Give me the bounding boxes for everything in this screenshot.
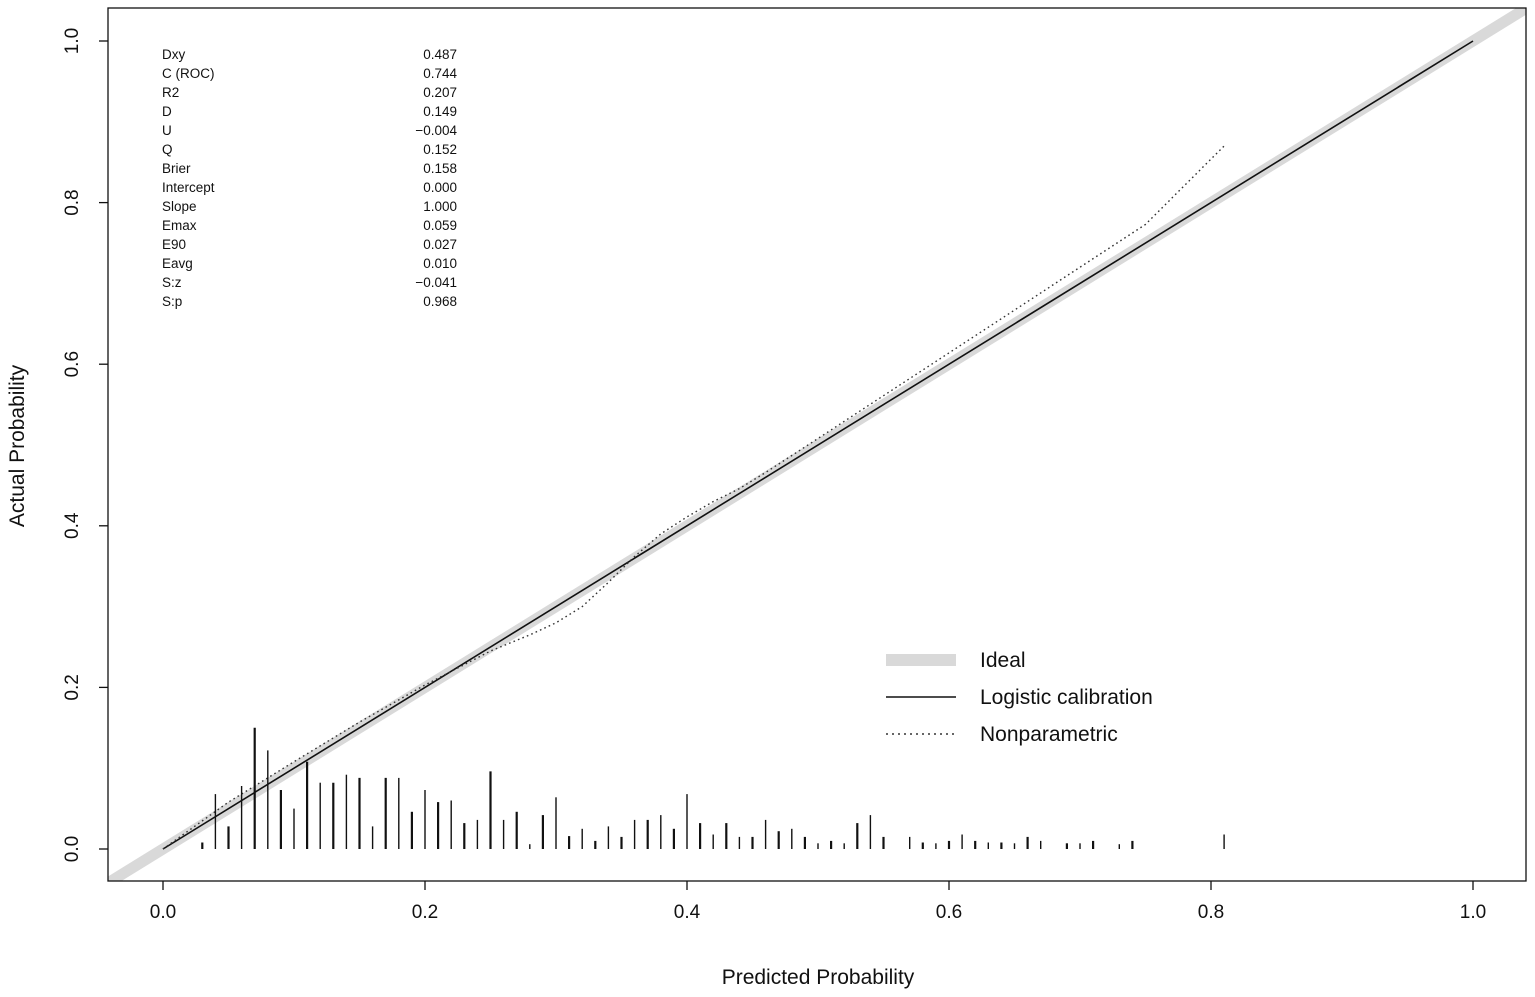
x-tick-label: 0.0 (150, 902, 176, 923)
stat-value: 0.487 (423, 47, 457, 62)
stat-value: 1.000 (423, 199, 457, 214)
series-nonparametric-line (162, 145, 1225, 850)
stat-value: 0.027 (423, 237, 457, 252)
legend: Ideal Logistic calibration Nonparametric (886, 649, 1153, 746)
stat-value: 0.207 (423, 85, 457, 100)
stat-label: S:p (162, 294, 182, 309)
stat-label: Slope (162, 199, 197, 214)
stat-value: 0.152 (423, 142, 457, 157)
series-logistic-calibration-line (162, 40, 1474, 850)
stat-value: 0.000 (423, 180, 457, 195)
stat-label: Emax (162, 218, 197, 233)
stat-value: 0.158 (423, 161, 457, 176)
series-layer (108, 8, 1526, 881)
y-tick-label: 0.6 (62, 351, 83, 377)
stat-value: 0.010 (423, 256, 457, 271)
legend-label-nonparametric: Nonparametric (980, 723, 1118, 746)
stat-label: D (162, 104, 172, 119)
x-tick-label: 1.0 (1460, 902, 1486, 923)
stat-label: Dxy (162, 47, 185, 62)
stat-label: E90 (162, 237, 186, 252)
stat-value: −0.041 (415, 275, 457, 290)
y-tick-label: 0.4 (62, 512, 83, 539)
stat-value: −0.004 (415, 123, 457, 138)
x-tick-label: 0.6 (936, 902, 962, 923)
x-tick-label: 0.8 (1198, 902, 1224, 923)
y-tick-label: 1.0 (62, 28, 83, 54)
y-tick-label: 0.0 (62, 836, 83, 862)
stats-table: Dxy 0.487 C (ROC) 0.744 R2 0.207 D 0.149 U −0.004… (162, 47, 457, 309)
stat-label: S:z (162, 275, 182, 290)
stat-label: U (162, 123, 172, 138)
rug-layer (201, 727, 1225, 849)
stat-label: Q (162, 142, 173, 157)
stat-label: Intercept (162, 180, 215, 195)
axis-layer: 0.0 0.2 0.4 0.6 0.8 1.0 0.0 0.2 0.4 0.6 0.8 1.0 (62, 28, 1486, 923)
x-axis-title: Predicted Probability (722, 966, 915, 989)
legend-label-ideal: Ideal (980, 649, 1026, 672)
stat-label: Brier (162, 161, 191, 176)
stat-label: C (ROC) (162, 66, 215, 81)
x-tick-label: 0.2 (412, 902, 438, 923)
legend-label-logistic-calibration: Logistic calibration (980, 686, 1153, 709)
y-tick-label: 0.8 (62, 189, 83, 215)
x-tick-label: 0.4 (674, 902, 701, 923)
stat-value: 0.149 (423, 104, 457, 119)
stat-value: 0.968 (423, 294, 457, 309)
stat-label: R2 (162, 85, 179, 100)
y-axis-title: Actual Probability (6, 364, 29, 527)
stat-value: 0.744 (423, 66, 457, 81)
y-tick-label: 0.2 (62, 674, 83, 700)
stat-value: 0.059 (423, 218, 457, 233)
plot-frame (107, 7, 1527, 882)
stat-label: Eavg (162, 256, 193, 271)
